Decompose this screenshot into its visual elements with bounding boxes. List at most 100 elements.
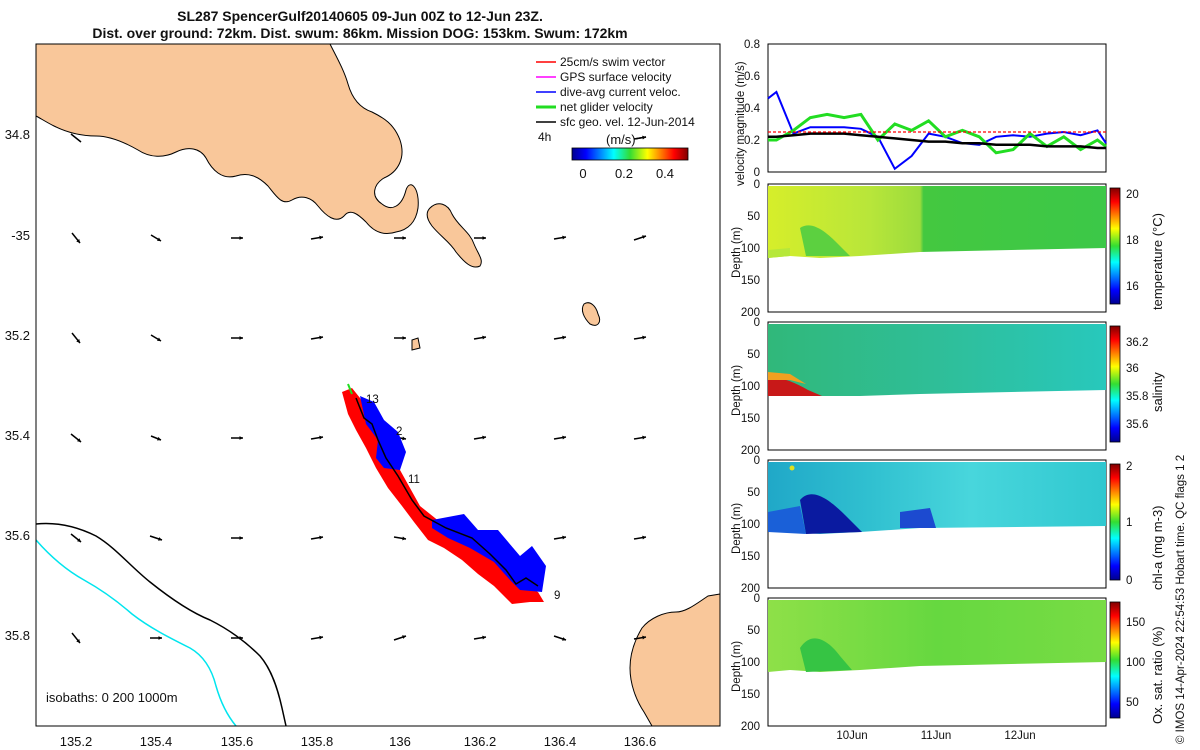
salinity-label: salinity	[1150, 372, 1165, 412]
geo-vel-arrowhead	[402, 336, 406, 340]
velocity-y-tick: 0.8	[744, 39, 760, 51]
geo-vel-arrowhead	[319, 435, 323, 440]
velocity-y-tick: 0	[754, 167, 760, 179]
oxygen-cbar-tick: 150	[1126, 617, 1145, 629]
geo-vel-arrowhead	[319, 635, 323, 640]
depth-tick: 100	[741, 657, 760, 669]
oxygen-label: Ox. sat. ratio (%)	[1150, 626, 1165, 724]
depth-ylabel: Depth (m)	[731, 503, 743, 554]
map-y-tick: 35.4	[5, 428, 30, 443]
depth-ylabel: Depth (m)	[731, 365, 743, 416]
time-tick: 12Jun	[1004, 730, 1035, 742]
geo-vel-arrowhead	[402, 436, 406, 441]
depth-tick: 100	[741, 519, 760, 531]
depth-tick: 200	[741, 721, 760, 733]
geo-vel-arrowhead	[562, 335, 566, 340]
depth-ylabel: Depth (m)	[731, 641, 743, 692]
land-island-small	[581, 302, 601, 326]
map-x-tick: 135.8	[301, 734, 334, 749]
map-x-tick: 136.4	[544, 734, 577, 749]
map-frame	[35, 43, 721, 727]
salinity-gradient-band	[768, 372, 806, 384]
colorbar-tick: 0	[579, 166, 586, 181]
section-chl-a: 0 50 100 150 200 Depth (m) 0 1 2 chl-a (…	[731, 455, 1165, 595]
isobath-1000	[35, 539, 237, 727]
depth-tick: 100	[741, 381, 760, 393]
chl-cbar-tick: 1	[1126, 517, 1132, 529]
oxygen-cbar-tick: 100	[1126, 657, 1145, 669]
footer-copyright: © IMOS 14-Apr-2024 22:54:53 Hobart time.…	[1175, 455, 1187, 744]
geo-vel-arrowhead	[157, 237, 161, 241]
map-y-tick: 35.8	[5, 628, 30, 643]
geo-vel-arrowhead	[319, 535, 323, 540]
land-north	[35, 43, 419, 235]
geo-vel-arrowhead	[482, 435, 486, 440]
geo-vel-arrowhead	[482, 635, 486, 640]
chl-colorbar	[1109, 463, 1121, 581]
depth-tick: 150	[741, 551, 760, 563]
legend-dive-avg: dive-avg current veloc.	[560, 85, 681, 99]
geo-vel-arrowhead	[402, 536, 406, 541]
geo-vel-arrowhead	[77, 438, 81, 442]
oxygen-cbar-tick: 50	[1126, 697, 1139, 709]
time-axis: 10Jun 11Jun 12Jun	[836, 730, 1035, 742]
geo-vel-arrowhead	[158, 636, 162, 640]
salinity-field	[768, 324, 1106, 396]
geo-vel-arrowhead	[76, 239, 80, 243]
geo-vel-arrowhead	[239, 636, 243, 640]
chl-field	[768, 462, 1106, 534]
map-x-tick: 136.2	[464, 734, 497, 749]
figure-title-line2: Dist. over ground: 72km. Dist. swum: 86k…	[92, 25, 628, 41]
geo-vel-arrowhead	[158, 537, 162, 541]
section-oxygen: 0 50 100 150 200 Depth (m) 50 100 150 Ox…	[731, 593, 1165, 733]
geo-vel-arrow	[633, 136, 647, 140]
geo-vel-arrowhead	[562, 435, 566, 440]
chl-label: chl-a (mg m-3)	[1150, 505, 1165, 590]
legend-net-velocity: net glider velocity	[560, 100, 653, 114]
track-blue	[360, 396, 406, 470]
colorbar-tick: 0.2	[615, 166, 633, 181]
velocity-frame	[767, 43, 1107, 173]
depth-tick: 200	[741, 583, 760, 595]
temperature-cbar-tick: 16	[1126, 281, 1139, 293]
temperature-cool-patch	[800, 225, 850, 256]
geo-vel-arrowhead	[157, 436, 161, 441]
velocity-ylabel: velocity magnitude (m/s)	[735, 61, 747, 186]
depth-tick: 0	[754, 317, 760, 329]
geo-vel-arrowhead	[319, 335, 323, 340]
track-label-13: 13	[366, 394, 379, 406]
colorbar-tick: 0.4	[656, 166, 674, 181]
depth-tick: 200	[741, 307, 760, 319]
geo-vel-arrowhead	[319, 235, 323, 240]
figure-title-line1: SL287 SpencerGulf20140605 09-Jun 00Z to …	[177, 8, 543, 24]
salinity-cbar-tick: 35.8	[1126, 391, 1148, 403]
chl-low-patch	[800, 494, 862, 534]
velocity-y-tick: 0.6	[744, 71, 760, 83]
depth-tick: 150	[741, 689, 760, 701]
land-southeast	[629, 593, 721, 727]
temperature-field	[768, 186, 1106, 258]
geo-vel-arrowhead	[239, 436, 243, 440]
map-y-ticks: 34.8 -35 35.2 35.4 35.6 35.8	[5, 127, 30, 643]
legend-sfc-geo-vel: sfc geo. vel. 12-Jun-2014	[560, 115, 695, 129]
oxygen-colorbar	[1109, 601, 1121, 719]
map-x-tick: 136	[389, 734, 411, 749]
depth-tick: 50	[747, 625, 760, 637]
temperature-colorbar	[1109, 187, 1121, 305]
salinity-cbar-tick: 36.2	[1126, 337, 1148, 349]
time-tick: 10Jun	[836, 730, 867, 742]
velocity-line-dive-avg-current-veloc-	[767, 90, 1107, 171]
track-black-line	[355, 397, 539, 587]
velocity-series	[767, 90, 1107, 171]
map-x-tick: 135.6	[221, 734, 254, 749]
depth-tick: 150	[741, 275, 760, 287]
geo-vel-arrowhead	[402, 236, 406, 240]
geo-vel-arrow	[70, 133, 82, 143]
geo-vel-arrowhead	[239, 336, 243, 340]
geo-vel-arrowhead	[562, 235, 566, 240]
map-x-tick: 135.4	[140, 734, 173, 749]
track-label-11: 11	[408, 474, 420, 486]
geostrophic-velocity-arrows	[70, 133, 647, 644]
track-red	[342, 388, 544, 604]
